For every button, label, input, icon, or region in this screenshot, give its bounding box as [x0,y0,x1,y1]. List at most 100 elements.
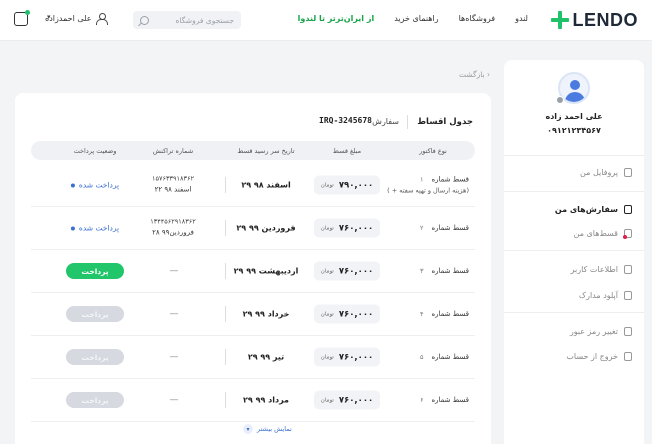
column-header-tracking: شماره تراکنش [152,147,194,155]
due-date: ۲۹ مرداد ۹۹ [243,395,289,405]
sidebar-item-logout[interactable]: خروج از حساب [566,352,632,361]
divider [504,155,644,156]
sidebar-item-label: قسط‌های من [573,229,618,238]
back-link[interactable]: بازگشت › [459,70,490,79]
sidebar-item-change-password[interactable]: تغییر رمز عبور [570,327,632,336]
currency: تومان [320,182,334,188]
logout-icon [624,352,632,361]
sidebar-item-label: سفارش‌های من [554,205,618,214]
amount-value: ۷۶۰,۰۰۰ [338,395,374,405]
sidebar-item-orders[interactable]: سفارش‌های من [555,205,632,214]
amount-value: ۷۶۰,۰۰۰ [338,309,374,319]
account-sidebar: علی احمد زاده ۰۹۱۲۱۲۳۴۵۶۷ پروفایل من سفا… [504,60,644,444]
amount-value: ۷۶۰,۰۰۰ [338,352,374,362]
order-number: IRQ-3245678 [319,116,372,125]
profile-icon [624,168,632,177]
installment-number: ۶ [419,396,424,404]
status-label: پرداخت شده [78,180,120,190]
table-row: قسط شماره ۴ ۷۶۰,۰۰۰ تومان ۲۹ خرداد ۹۹ — پ… [31,293,475,336]
due-date: ۲۹ تیر ۹۹ [247,352,285,362]
sidebar-item-installments[interactable]: قسط‌های من [573,229,632,239]
installment-title: قسط شماره ۲ [418,224,469,232]
upload-icon [624,291,632,300]
sidebar-item-label: تغییر رمز عبور [569,327,618,336]
installment-title: قسط شماره ۵ [418,353,469,361]
table-row: قسط شماره ۳ ۷۶۰,۰۰۰ تومان ۲۹ اردیبهشت ۹۹ … [31,250,475,293]
installments-icon [623,229,632,239]
nav-item-lendo[interactable]: لندو [515,14,528,23]
amount-value: ۷۹۰,۰۰۰ [338,180,374,190]
search-input[interactable]: جستجوی فروشگاه [175,15,234,25]
lendo-logo[interactable]: LENDO [550,9,639,31]
installment-label: قسط شماره [431,267,469,275]
currency: تومان [320,268,334,274]
column-header-amount: مبلغ قسط [332,147,362,155]
tracking-number: — [169,352,179,362]
divider [225,177,226,193]
show-more-button[interactable]: ▾ نمایش بیشتر [243,424,292,434]
amount-value: ۷۶۰,۰۰۰ [338,266,374,276]
table-row: قسط شماره ۶ ۷۶۰,۰۰۰ تومان ۲۹ مرداد ۹۹ — پ… [31,379,475,422]
divider [225,349,226,365]
store-search[interactable]: جستجوی فروشگاه [133,11,241,29]
pay-button[interactable]: پرداخت [66,263,124,279]
sidebar-item-upload[interactable]: آپلود مدارک [579,291,632,300]
installment-number: ۲ [419,224,424,232]
user-menu[interactable]: علی احمدزاده [45,13,109,25]
installment-label: قسط شماره [431,175,469,184]
chevron-down-icon: ▾ [243,424,253,434]
tracking-date: ۲۸ فروردین۹۹ [152,228,194,237]
installment-label: قسط شماره [431,353,469,361]
tracking-number: — [169,309,179,319]
tracking-number: ۱۵۷۶۳۳۹۱۸۳۶۲ [152,174,194,183]
installment-label: قسط شماره [431,310,469,318]
profile-name: علی احمد زاده [545,112,603,121]
installment-number: ۵ [419,353,424,361]
nav-item-promo[interactable]: از ایران‌ترتر تا لندوا [297,14,375,23]
amount-pill: ۷۶۰,۰۰۰ تومان [314,304,380,324]
status-dot [70,183,75,187]
page-title: جدول اقساط [417,117,473,127]
installments-card: جدول اقساط سفارش IRQ-3245678 نوع فاکتور … [15,93,491,444]
pay-button-disabled: پرداخت [66,349,124,365]
installment-title: قسط شماره ۱ ( + هزینه ارسال و تهیه سفته) [387,176,469,195]
sidebar-item-label: اطلاعات کاربر [570,265,618,274]
back-label: بازگشت [458,70,485,79]
tracking-info: ۱۳۴۴۵۶۲۹۱۸۳۶۲ ۲۸ فروردین۹۹ [150,217,195,240]
currency: تومان [320,311,334,317]
alert-dot [623,235,627,239]
status-badge: پرداخت شده [70,180,120,190]
column-header-due-date: تاریخ سر رسید قسط [237,147,295,155]
user-info-icon [624,265,632,274]
search-icon [140,15,149,25]
sidebar-item-user-info[interactable]: اطلاعات کاربر [571,265,632,274]
chevron-down-icon[interactable]: ▾ [47,13,51,21]
due-date: ۲۹ اسفند ۹۸ [241,180,291,190]
main-nav: لندو فروشگاه‌ها راهنمای خرید از ایران‌تر… [298,14,528,23]
installment-number: ۱ [419,175,424,184]
column-header-invoice-type: نوع فاکتور [419,147,447,155]
installment-number: ۴ [419,310,424,318]
currency: تومان [320,397,334,403]
divider [225,306,226,322]
divider [504,191,644,192]
sidebar-item-label: آپلود مدارک [578,291,618,300]
amount-value: ۷۶۰,۰۰۰ [338,223,374,233]
divider [504,250,644,251]
orders-icon [624,205,632,214]
nav-item-guide[interactable]: راهنمای خرید [394,14,439,23]
cart-icon[interactable] [14,10,30,26]
divider [225,220,226,236]
installment-label: قسط شماره [431,224,469,232]
due-date: ۲۹ اردیبهشت ۹۹ [233,266,299,276]
amount-pill: ۷۶۰,۰۰۰ تومان [314,347,380,367]
edit-avatar-icon[interactable] [556,96,564,104]
table-row: قسط شماره ۱ ( + هزینه ارسال و تهیه سفته) … [31,164,475,207]
table-row: قسط شماره ۵ ۷۶۰,۰۰۰ تومان ۲۹ تیر ۹۹ — پرد… [31,336,475,379]
pay-button-disabled: پرداخت [66,306,124,322]
tracking-date: ۲۲ اسفند ۹۸ [154,185,192,194]
sidebar-item-profile[interactable]: پروفایل من [580,168,632,177]
chevron-right-icon: › [487,70,490,79]
amount-pill: ۷۶۰,۰۰۰ تومان [314,218,380,238]
nav-item-stores[interactable]: فروشگاه‌ها [458,14,496,23]
